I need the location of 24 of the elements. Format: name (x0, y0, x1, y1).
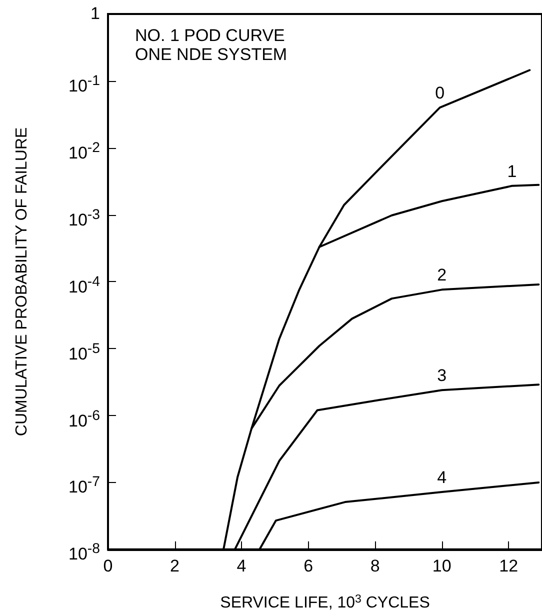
x-tick-label: 10 (432, 556, 452, 576)
y-tick-label: 10$^{-4}$ (68, 272, 100, 298)
text: ONE NDE SYSTEM (135, 45, 288, 64)
y-tick-label: 10$^{-3}$ (68, 206, 100, 232)
y-tick-label: 10$^{-1}$ (68, 72, 100, 98)
y-tick-label: 10$^{-2}$ (68, 138, 100, 164)
series-label: 2 (437, 266, 447, 285)
x-tick-label: 0 (103, 556, 113, 576)
text: NO. 1 POD CURVE (135, 26, 285, 45)
x-tick-label: 4 (236, 556, 246, 576)
y-tick-label: 1 (90, 3, 100, 25)
series-label: 4 (437, 468, 447, 488)
y-tick-label: 10$^{-6}$ (68, 406, 100, 432)
series-label: 0 (435, 84, 445, 103)
x-tick-label: 12 (499, 556, 518, 576)
y-tick-label: 10$^{-8}$ (68, 540, 100, 566)
x-tick-label: 6 (304, 556, 314, 576)
series-label: 3 (437, 366, 447, 386)
y-tick-label: 10$^{-5}$ (68, 340, 100, 366)
series-label: 1 (507, 162, 517, 181)
x-tick-label: 8 (370, 556, 380, 576)
y-axis-title: CUMULATIVE PROBABILITY OF FAILURE (14, 127, 30, 436)
x-tick-label: 2 (170, 556, 180, 576)
y-tick-label: 10$^{-7}$ (68, 473, 100, 500)
